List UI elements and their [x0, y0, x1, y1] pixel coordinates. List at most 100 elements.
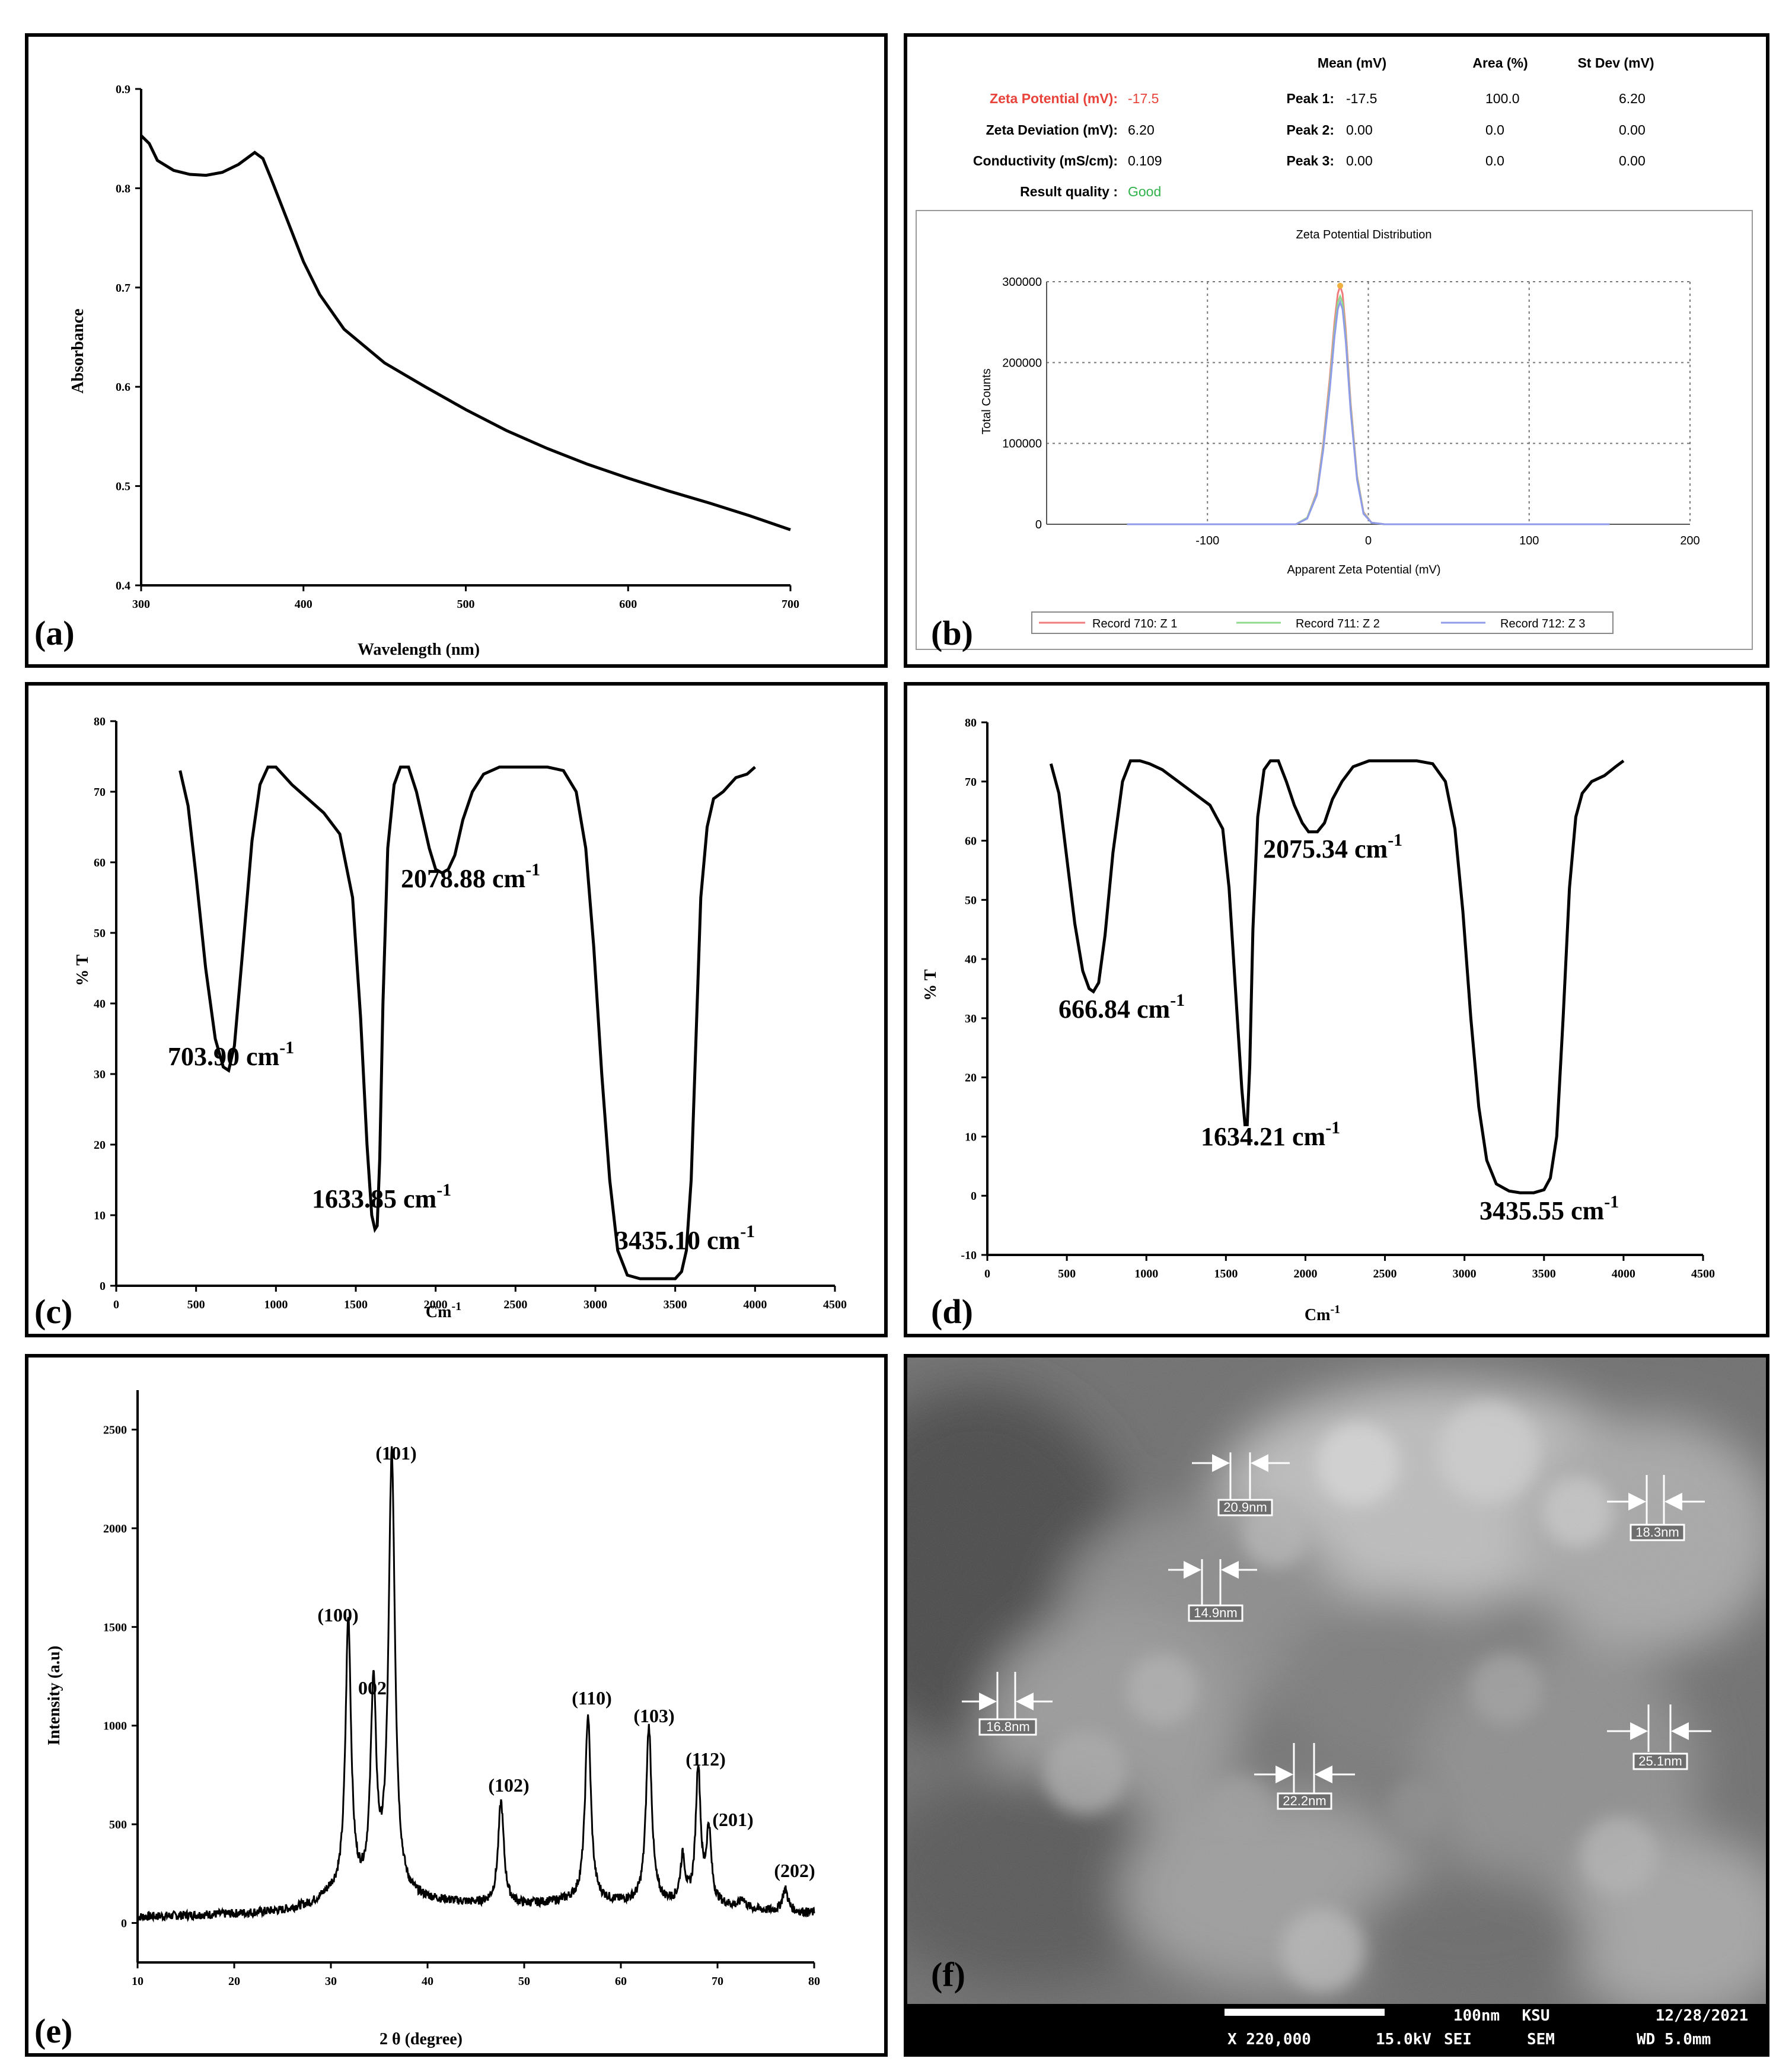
- x-tick-label: 10: [132, 1975, 144, 1988]
- panel-label: (a): [34, 614, 75, 652]
- x-tick-label: 200: [1680, 534, 1699, 547]
- y-tick-label: 0: [1035, 518, 1042, 531]
- zeta-potential-value: -17.5: [1128, 91, 1159, 106]
- y-tick-label: 1500: [103, 1621, 127, 1634]
- y-tick-label: 60: [965, 835, 977, 848]
- x-tick-label: 0: [113, 1298, 119, 1311]
- x-tick-label: 1500: [1214, 1267, 1238, 1280]
- annotation-1634: 1634.21 cm-1: [1201, 1118, 1340, 1151]
- x-tick-label: 70: [712, 1975, 723, 1988]
- y-axis-label: Absorbance: [69, 308, 87, 393]
- y-axis-label: Total Counts: [980, 368, 993, 434]
- y-tick-label: 0.6: [116, 381, 130, 394]
- x-axis-label: Cm-1: [426, 1300, 461, 1321]
- x-tick-label: 600: [619, 598, 637, 611]
- ftir-chart-c: 0 500 1000 1500 2000 2500 3000 3500 4000 4500 0 10 2…: [34, 715, 847, 1331]
- ftir-curve: [178, 765, 756, 1280]
- x-tick-label: 500: [1058, 1267, 1076, 1280]
- x-tick-label: 60: [615, 1975, 627, 1988]
- scale-text: 100nm: [1453, 2007, 1500, 2025]
- measure-label-2: 14.9nm: [1194, 1605, 1237, 1620]
- y-tick-label: 50: [965, 894, 977, 907]
- x-tick-label: 2000: [424, 1298, 448, 1311]
- lab-text: KSU: [1522, 2007, 1550, 2025]
- y-tick-label: 70: [965, 776, 977, 789]
- y-tick-label: 40: [94, 998, 106, 1011]
- y-tick-label: 10: [94, 1209, 106, 1222]
- annotation-2078: 2078.88 cm-1: [401, 860, 540, 893]
- y-tick-label: 0.5: [116, 480, 130, 493]
- hkl-110: (110): [572, 1687, 612, 1709]
- zeta-deviation-label: Zeta Deviation (mV):: [986, 122, 1118, 138]
- x-tick-label: 50: [518, 1975, 530, 1988]
- x-axis-label: Wavelength (nm): [358, 641, 480, 659]
- x-tick-label: 20: [228, 1975, 240, 1988]
- x-tick-label: 1000: [1134, 1267, 1158, 1280]
- x-tick-label: 500: [457, 598, 475, 611]
- zeta-report: Mean (mV) Area (%) St Dev (mV) Zeta Pote…: [916, 55, 1753, 652]
- x-tick-label: 80: [808, 1975, 820, 1988]
- y-tick-label: 300000: [1002, 276, 1042, 289]
- measure-label-5: 22.2nm: [1283, 1793, 1326, 1808]
- zeta-potential-label: Zeta Potential (mV):: [990, 91, 1118, 106]
- x-tick-label: 4500: [823, 1298, 847, 1311]
- panel-label: (c): [34, 1292, 72, 1331]
- panel-d: 0 500 1000 1500 2000 2500 3000 3500 4000 4500 -10 0…: [904, 682, 1769, 1337]
- y-tick-label: 0.9: [116, 83, 130, 96]
- xrd-chart: 10 20 30 40 50 60 70 80 0 500 1000 1500 2000 2500 (10…: [34, 1390, 820, 2050]
- x-axis-label: 2 θ (degree): [380, 2030, 463, 2048]
- panel-label: (f): [931, 1955, 965, 1994]
- date-text: 12/28/2021: [1656, 2007, 1749, 2025]
- peak2-stdev: 0.00: [1619, 122, 1646, 138]
- y-tick-label: 0: [100, 1280, 106, 1293]
- x-tick-label: 3500: [664, 1298, 687, 1311]
- hkl-201: (201): [712, 1809, 753, 1830]
- panel-label: (e): [34, 2012, 72, 2050]
- panel-label: (b): [931, 614, 973, 652]
- measure-16.8: [962, 1672, 1053, 1736]
- header-area: Area (%): [1472, 55, 1528, 71]
- ftir-chart-d: 0 500 1000 1500 2000 2500 3000 3500 4000 4500 -10 0…: [921, 716, 1715, 1331]
- y-tick-label: 200000: [1002, 356, 1042, 369]
- y-tick-label: 60: [94, 856, 106, 869]
- hkl-102: (102): [488, 1774, 529, 1796]
- legend-label-3: Record 712: Z 3: [1500, 617, 1585, 630]
- working-distance-text: WD 5.0mm: [1637, 2031, 1711, 2048]
- peak1-label: Peak 1:: [1286, 91, 1334, 106]
- uv-vis-chart: 300 400 500 600 700 0.4 0.5 0.6 0.7 0.8 0.9 Wavele…: [34, 83, 799, 659]
- x-tick-label: 500: [187, 1298, 205, 1311]
- x-tick-label: 1500: [344, 1298, 368, 1311]
- y-tick-label: 20: [965, 1072, 977, 1085]
- y-tick-label: 30: [94, 1068, 106, 1081]
- panel-label: (d): [931, 1292, 973, 1331]
- header-stdev: St Dev (mV): [1577, 55, 1654, 71]
- magnification-text: X 220,000: [1227, 2031, 1311, 2048]
- peak3-label: Peak 3:: [1286, 153, 1334, 168]
- distribution-frame: [916, 210, 1753, 650]
- hkl-101: (101): [375, 1442, 416, 1464]
- detector-text: SEI: [1444, 2031, 1472, 2048]
- xrd-pattern: [136, 1446, 815, 1923]
- y-tick-label: 80: [94, 715, 106, 728]
- y-tick-label: 20: [94, 1139, 106, 1152]
- annotation-3435: 3435.55 cm-1: [1479, 1192, 1619, 1225]
- measure-label-4: 16.8nm: [986, 1719, 1029, 1734]
- hkl-202: (202): [774, 1860, 815, 1881]
- x-tick-label: 400: [295, 598, 313, 611]
- x-tick-label: 0: [1365, 534, 1372, 547]
- y-tick-label: -10: [961, 1249, 977, 1262]
- measure-18.3: [1607, 1475, 1705, 1541]
- x-axis-label: Cm-1: [1305, 1303, 1340, 1324]
- panel-f: 20.9nm 14.9nm 18.3nm 16.8nm 22.2nm: [904, 1354, 1769, 2057]
- x-tick-label: 4000: [1612, 1267, 1635, 1280]
- measure-label-3: 18.3nm: [1635, 1525, 1679, 1540]
- x-tick-label: 2500: [1373, 1267, 1397, 1280]
- x-tick-label: 3000: [1453, 1267, 1477, 1280]
- conductivity-value: 0.109: [1128, 153, 1162, 168]
- hkl-002: 002: [358, 1677, 387, 1699]
- annotation-3435: 3435.10 cm-1: [616, 1222, 755, 1255]
- y-tick-label: 0: [121, 1917, 127, 1930]
- measure-25.1: [1607, 1704, 1711, 1770]
- peak2-mean: 0.00: [1346, 122, 1373, 138]
- y-axis-label: % T: [921, 969, 940, 1000]
